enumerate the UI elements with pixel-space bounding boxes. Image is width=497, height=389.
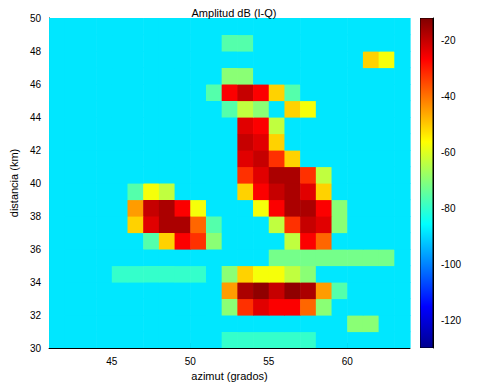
svg-text:32: 32 [30,310,42,321]
svg-text:46: 46 [30,79,42,90]
svg-text:-20: -20 [441,35,456,46]
svg-text:45: 45 [106,356,118,367]
svg-text:-100: -100 [441,259,461,270]
svg-text:distancia (km): distancia (km) [8,149,20,217]
svg-text:-120: -120 [441,315,461,326]
svg-text:-80: -80 [441,203,456,214]
svg-text:30: 30 [30,343,42,354]
svg-text:42: 42 [30,145,42,156]
svg-text:48: 48 [30,46,42,57]
svg-text:55: 55 [263,356,275,367]
svg-text:-40: -40 [441,91,456,102]
svg-text:34: 34 [30,277,42,288]
svg-text:44: 44 [30,112,42,123]
svg-text:60: 60 [342,356,354,367]
svg-text:50: 50 [30,13,42,24]
svg-text:azimut (grados): azimut (grados) [191,370,267,382]
svg-text:36: 36 [30,244,42,255]
svg-text:40: 40 [30,178,42,189]
svg-text:Amplitud dB (I-Q): Amplitud dB (I-Q) [192,7,277,19]
svg-text:-60: -60 [441,147,456,158]
svg-text:38: 38 [30,211,42,222]
svg-text:50: 50 [185,356,197,367]
